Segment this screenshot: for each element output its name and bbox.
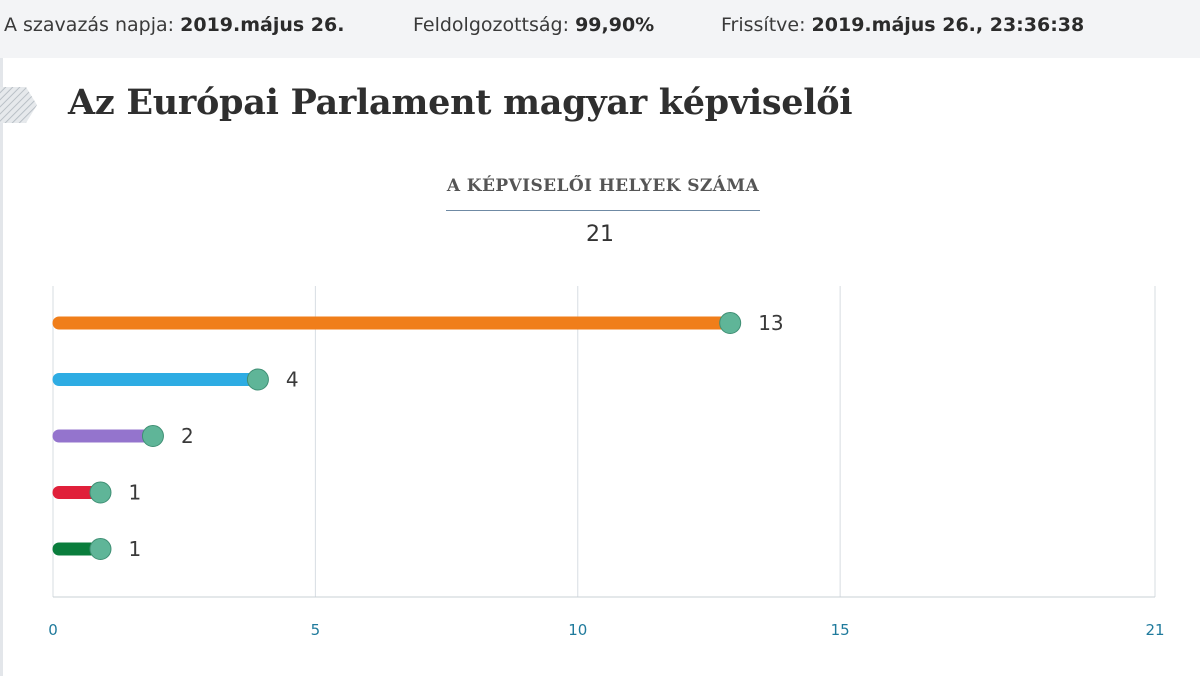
update-label: Frissítve: [721,14,806,36]
x-tick-label: 5 [311,621,321,639]
bar-end-marker [719,312,742,334]
x-tick-label: 0 [48,621,58,639]
x-tick-label: 15 [831,621,850,639]
x-tick-label: 21 [1145,621,1164,639]
total-seats: 21 [586,222,614,247]
bar-value-label: 1 [128,481,141,505]
vote-date-value: 2019.május 26. [180,14,345,36]
update-value: 2019.május 26., 23:36:38 [811,14,1085,36]
x-tick-label: 10 [568,621,587,639]
bar-value-label: 1 [128,537,141,561]
vote-date-label: A szavazás napja: [4,14,175,36]
status-bar: A szavazás napja: 2019.május 26. Feldolg… [0,0,1200,59]
results-panel [0,58,1200,676]
vote-date: A szavazás napja: 2019.május 26. [4,14,344,36]
update-time: Frissítve: 2019.május 26., 23:36:38 [721,14,1084,36]
bar-end-marker [89,538,112,560]
bar-end-marker [89,481,112,504]
processing-status: Feldolgozottság: 99,90% [413,14,654,36]
bar-end-marker [246,368,269,391]
page-title: Az Európai Parlament magyar képviselői [68,82,853,123]
processing-value: 99,90% [575,14,655,36]
title-divider [446,210,760,211]
bar-value-label: 13 [758,311,783,335]
processing-label: Feldolgozottság: [413,14,570,36]
bar-end-marker [141,425,164,447]
bar-value-label: 2 [181,424,194,448]
bar-value-label: 4 [286,368,299,392]
hexagon-icon [0,87,37,123]
chart-title: A KÉPVISELŐI HELYEK SZÁMA [446,176,760,196]
